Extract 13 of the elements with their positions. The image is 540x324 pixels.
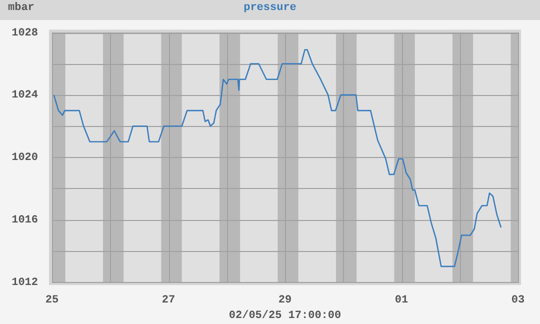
x-tick-label: 25 (45, 294, 59, 306)
chart-title: pressure (244, 2, 296, 14)
y-tick-label: 1028 (12, 27, 38, 40)
x-tick-label: 29 (278, 294, 292, 306)
y-tick-label: 1012 (12, 276, 38, 289)
x-tick-label: 01 (394, 294, 408, 306)
x-tick-label: 27 (162, 294, 176, 306)
x-tick-label: 03 (511, 294, 525, 306)
text: 02/05/25 17:00:00 (228, 310, 342, 322)
y-tick-label: 1016 (12, 214, 38, 226)
y-axis-title: mbar (8, 2, 34, 14)
y-tick-label: 1020 (12, 152, 38, 164)
y-tick-label: 1024 (12, 90, 38, 102)
